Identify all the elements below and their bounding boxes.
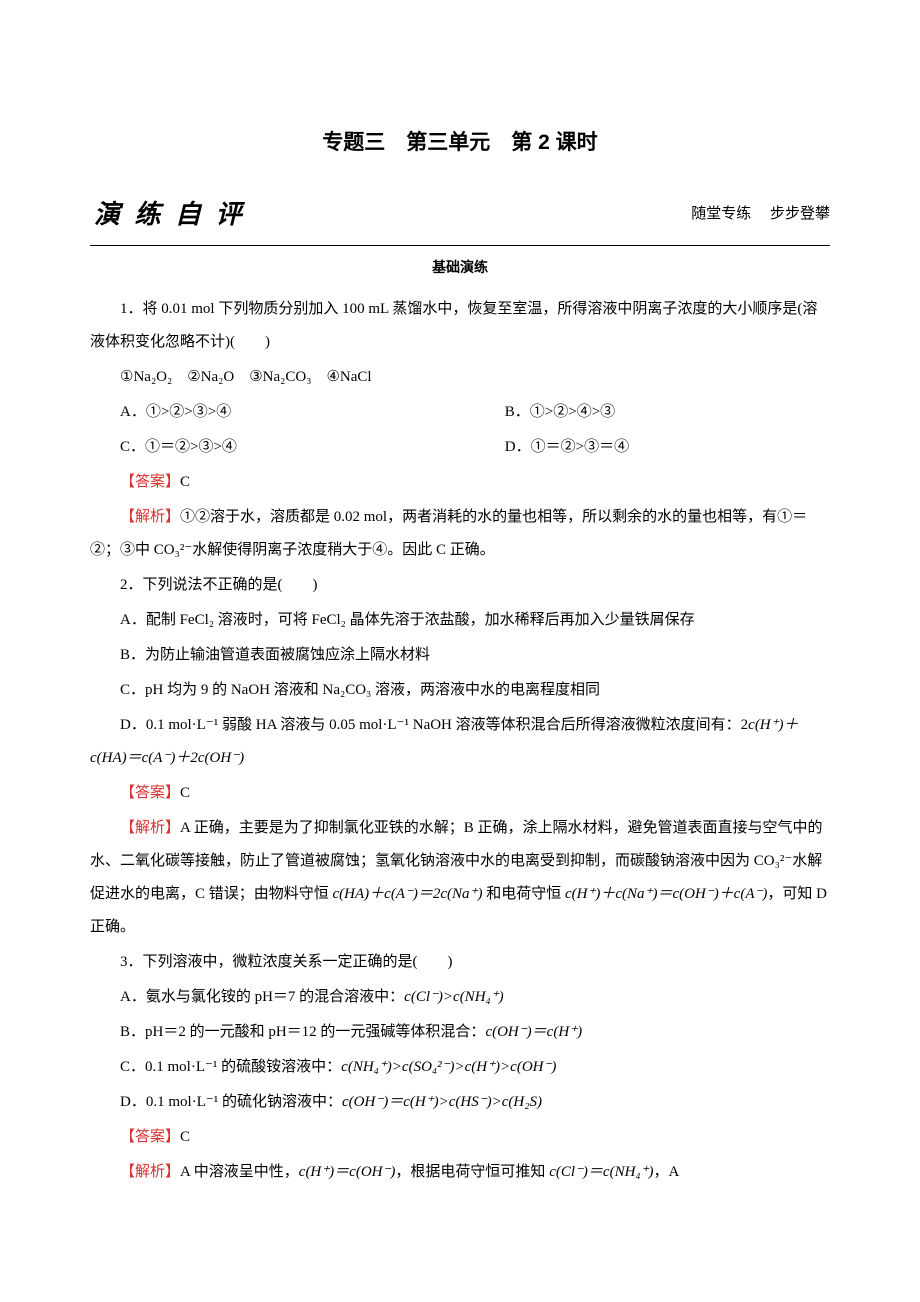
section-header: 演 练 自 评 随堂专练 步步登攀 — [90, 186, 830, 246]
q2-analysis-f1: c(HA)＋c(A⁻)＝2c(Na⁺) — [333, 886, 483, 902]
q1-answer: 【答案】C — [90, 466, 830, 499]
q3-optC: C．0.1 mol·L⁻¹ 的硫酸铵溶液中：c(NH₄⁺)>c(SO₄²⁻)>c… — [90, 1051, 830, 1084]
q1-items: ①Na₂O₂ ②Na₂O ③Na₂CO₃ ④NaCl — [90, 361, 830, 394]
page-title: 专题三 第三单元 第 2 课时 — [90, 120, 830, 166]
q1-optA: A．①>②>③>④ — [90, 396, 475, 429]
q3-answer: 【答案】C — [90, 1121, 830, 1154]
q3-optB-formula: c(OH⁻)＝c(H⁺) — [485, 1024, 582, 1040]
q1-optB: B．①>②>④>③ — [475, 396, 830, 429]
q1-analysis: 【解析】①②溶于水，溶质都是 0.02 mol，两者消耗的水的量也相等，所以剩余… — [90, 501, 830, 567]
q2-optD-pre: D．0.1 mol·L⁻¹ 弱酸 HA 溶液与 0.05 mol·L⁻¹ NaO… — [120, 717, 748, 733]
q1-optC: C．①＝②>③>④ — [90, 431, 475, 464]
q3-stem: 3．下列溶液中，微粒浓度关系一定正确的是( ) — [90, 946, 830, 979]
section-subtitle: 随堂专练 步步登攀 — [691, 198, 830, 231]
q3-optB: B．pH＝2 的一元酸和 pH＝12 的一元强碱等体积混合：c(OH⁻)＝c(H… — [90, 1016, 830, 1049]
q3-optC-formula: c(NH₄⁺)>c(SO₄²⁻)>c(H⁺)>c(OH⁻) — [341, 1059, 556, 1075]
q1-options-row2: C．①＝②>③>④ D．①＝②>③＝④ — [90, 431, 830, 464]
q3-optD: D．0.1 mol·L⁻¹ 的硫化钠溶液中：c(OH⁻)＝c(H⁺)>c(HS⁻… — [90, 1086, 830, 1119]
q2-optC: C．pH 均为 9 的 NaOH 溶液和 Na₂CO₃ 溶液，两溶液中水的电离程… — [90, 674, 830, 707]
q1-optD: D．①＝②>③＝④ — [475, 431, 830, 464]
analysis-label: 【解析】 — [120, 509, 180, 525]
q2-optA: A．配制 FeCl₂ 溶液时，可将 FeCl₂ 晶体先溶于浓盐酸，加水稀释后再加… — [90, 604, 830, 637]
q3-analysis-t3: ，A — [654, 1164, 680, 1180]
q2-optB: B．为防止输油管道表面被腐蚀应涂上隔水材料 — [90, 639, 830, 672]
q2-optD: D．0.1 mol·L⁻¹ 弱酸 HA 溶液与 0.05 mol·L⁻¹ NaO… — [90, 709, 830, 775]
q3-analysis: 【解析】A 中溶液呈中性，c(H⁺)＝c(OH⁻)，根据电荷守恒可推知 c(Cl… — [90, 1156, 830, 1189]
answer-label: 【答案】 — [120, 1129, 180, 1145]
section-heading: 演 练 自 评 — [90, 186, 246, 243]
analysis-label: 【解析】 — [120, 820, 180, 836]
q1-options-row1: A．①>②>③>④ B．①>②>④>③ — [90, 396, 830, 429]
q3-optA-formula: c(Cl⁻)>c(NH₄⁺) — [404, 989, 503, 1005]
answer-label: 【答案】 — [120, 785, 180, 801]
answer-label: 【答案】 — [120, 474, 180, 490]
analysis-label: 【解析】 — [120, 1164, 180, 1180]
answer-value: C — [180, 785, 190, 801]
q3-analysis-f2: c(Cl⁻)＝c(NH₄⁺) — [549, 1164, 653, 1180]
q2-analysis: 【解析】A 正确，主要是为了抑制氯化亚铁的水解；B 正确，涂上隔水材料，避免管道… — [90, 812, 830, 944]
sub-heading: 基础演练 — [90, 254, 830, 285]
q3-optD-pre: D．0.1 mol·L⁻¹ 的硫化钠溶液中： — [120, 1094, 342, 1110]
q3-optA-pre: A．氨水与氯化铵的 pH＝7 的混合溶液中： — [120, 989, 404, 1005]
q1-stem: 1．将 0.01 mol 下列物质分别加入 100 mL 蒸馏水中，恢复至室温，… — [90, 293, 830, 359]
q3-optB-pre: B．pH＝2 的一元酸和 pH＝12 的一元强碱等体积混合： — [120, 1024, 485, 1040]
q2-analysis-t2: 和电荷守恒 — [482, 886, 565, 902]
analysis-text: ①②溶于水，溶质都是 0.02 mol，两者消耗的水的量也相等，所以剩余的水的量… — [90, 509, 807, 558]
q3-optC-pre: C．0.1 mol·L⁻¹ 的硫酸铵溶液中： — [120, 1059, 341, 1075]
answer-value: C — [180, 474, 190, 490]
q2-answer: 【答案】C — [90, 777, 830, 810]
q3-optD-formula: c(OH⁻)＝c(H⁺)>c(HS⁻)>c(H₂S) — [342, 1094, 542, 1110]
q3-analysis-f1: c(H⁺)＝c(OH⁻) — [299, 1164, 396, 1180]
q3-optA: A．氨水与氯化铵的 pH＝7 的混合溶液中：c(Cl⁻)>c(NH₄⁺) — [90, 981, 830, 1014]
q2-analysis-f2: c(H⁺)＋c(Na⁺)＝c(OH⁻)＋c(A⁻) — [565, 886, 767, 902]
q2-stem: 2．下列说法不正确的是( ) — [90, 569, 830, 602]
answer-value: C — [180, 1129, 190, 1145]
q3-analysis-t1: A 中溶液呈中性， — [180, 1164, 299, 1180]
q3-analysis-t2: ，根据电荷守恒可推知 — [395, 1164, 549, 1180]
